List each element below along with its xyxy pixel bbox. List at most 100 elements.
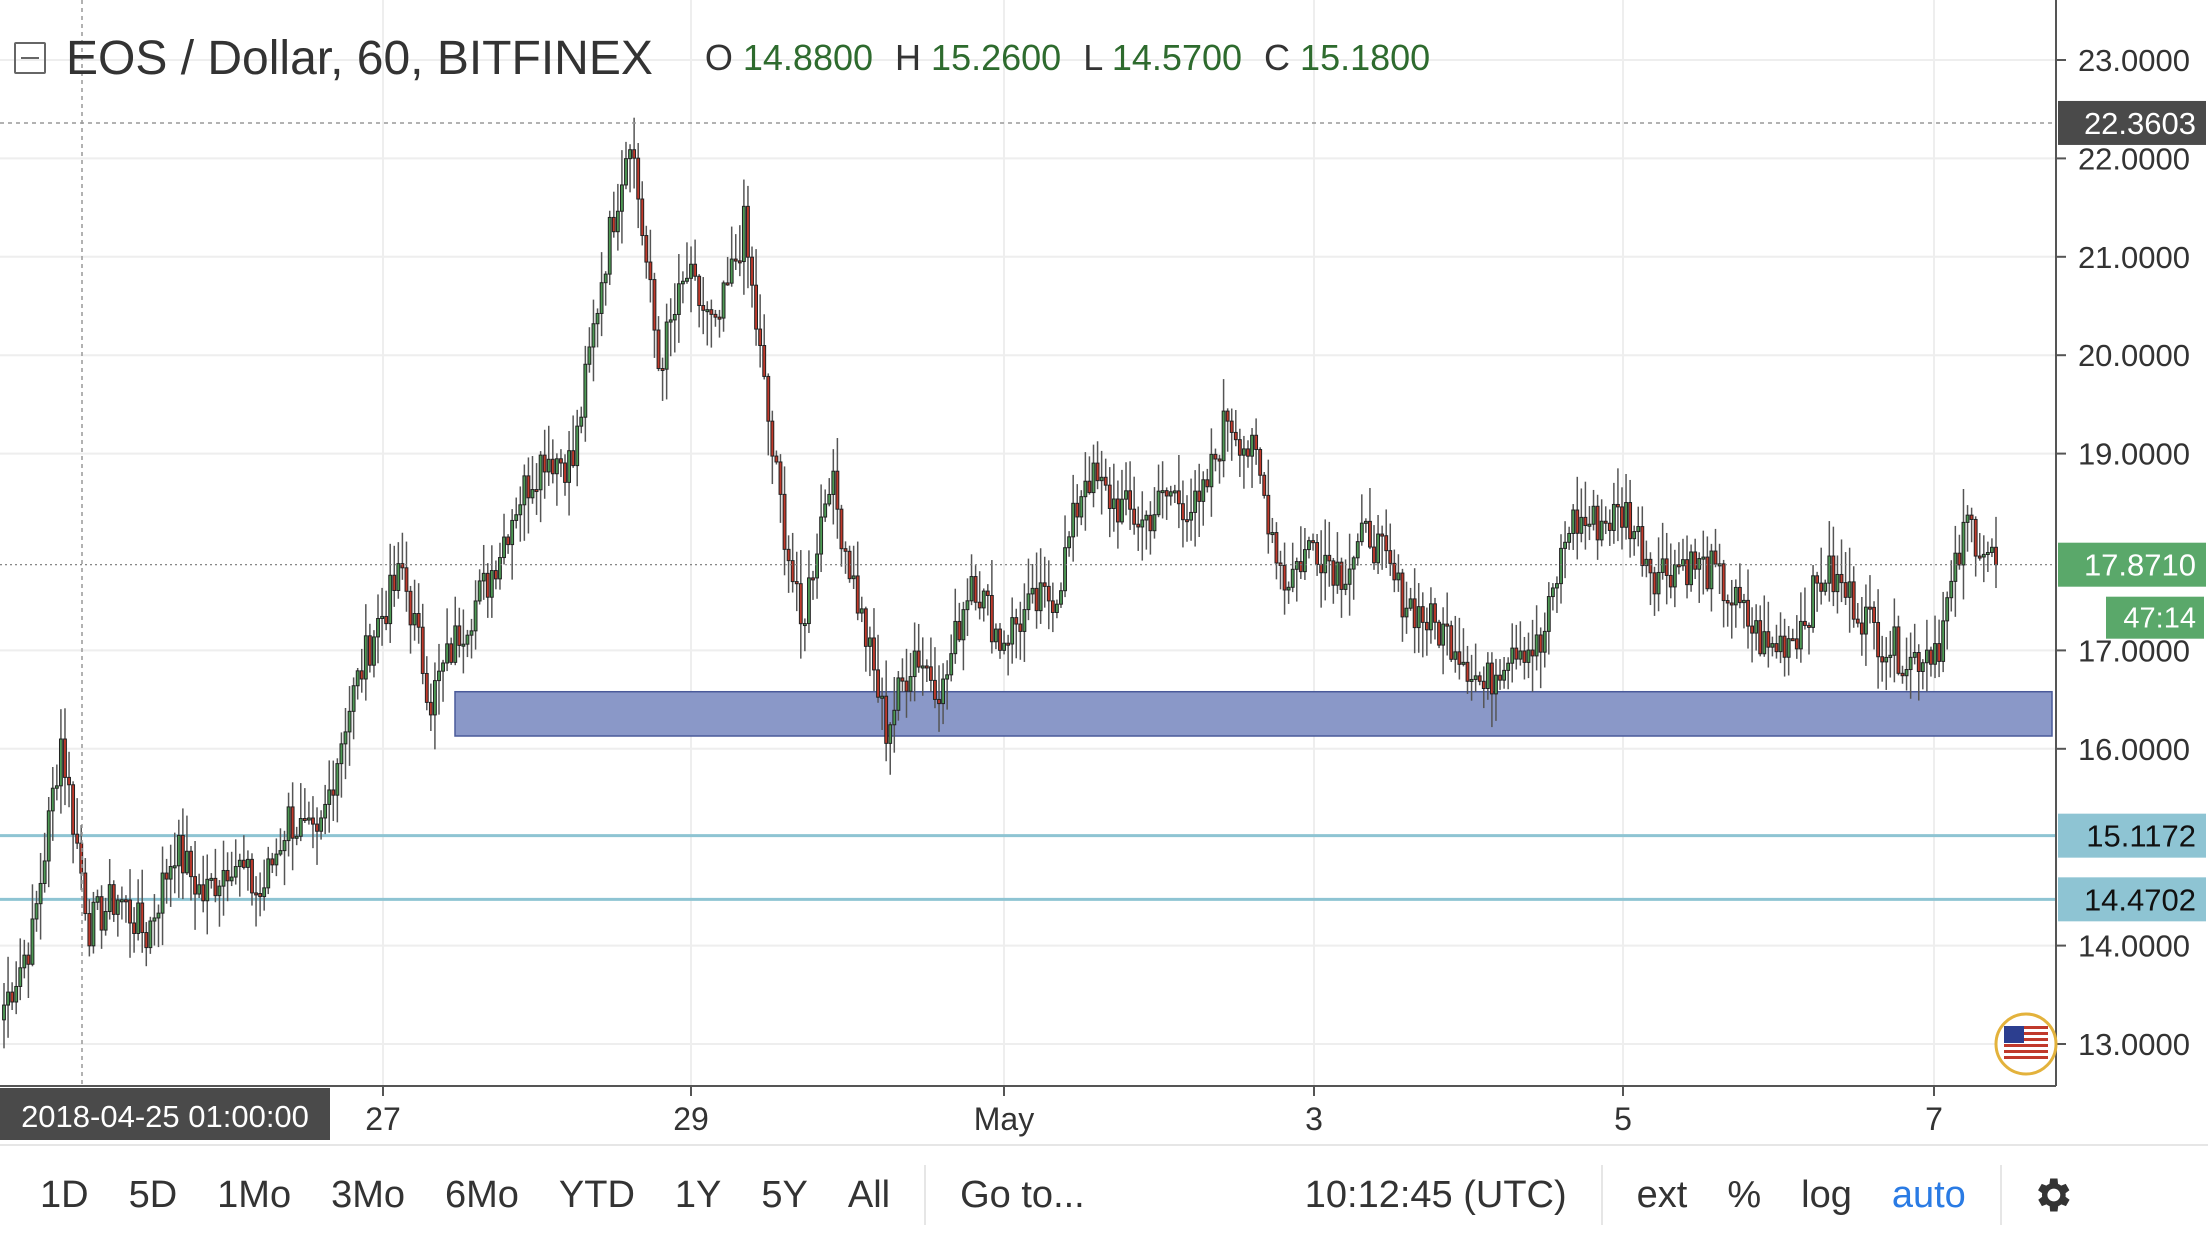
price-label: 21.0000 [2078, 240, 2190, 275]
candle [985, 584, 990, 616]
toolbar-divider [1999, 1165, 2002, 1225]
candle-body [933, 679, 937, 700]
price-chart[interactable]: 23.0000 22.0000 21.0000 20.0000 19.0000 17.00… [0, 0, 2208, 1140]
candle [1376, 515, 1380, 575]
candle [1522, 636, 1527, 680]
candle [559, 449, 563, 478]
candle [839, 504, 844, 567]
candle [1311, 533, 1315, 551]
candle-body [18, 967, 23, 987]
candle-body [1148, 514, 1153, 532]
candle [233, 839, 238, 885]
flag-canton [2004, 1026, 2024, 1043]
candle-body [1449, 625, 1454, 660]
candle [1924, 619, 1929, 692]
candle-body [1807, 624, 1811, 628]
candle [396, 542, 401, 599]
candle [518, 486, 523, 542]
range-1y-button[interactable]: 1Y [674, 1173, 722, 1216]
candle-body [1136, 523, 1141, 528]
candle [1213, 448, 1218, 472]
candle [1481, 666, 1486, 709]
candle-body [1298, 561, 1303, 573]
candle [1859, 596, 1864, 656]
candle-body [1428, 603, 1433, 631]
candle [1559, 534, 1563, 604]
candle-body [1628, 502, 1633, 540]
candle-body [274, 853, 279, 866]
candle-body [339, 743, 344, 765]
range-6mo-button[interactable]: 6Mo [445, 1173, 519, 1216]
candle-body [1002, 642, 1006, 651]
candle-body [1412, 598, 1417, 629]
candle-body [1689, 551, 1694, 586]
range-1d-button[interactable]: 1D [40, 1173, 89, 1216]
candle-body [1843, 582, 1848, 598]
log-toggle[interactable]: log [1801, 1173, 1852, 1216]
candle-body [1546, 596, 1551, 632]
candle-body [1103, 476, 1108, 486]
utc-clock[interactable]: 10:12:45 (UTC) [1304, 1173, 1567, 1216]
candle [1994, 516, 1998, 589]
candle [164, 858, 169, 904]
candle-body [709, 309, 714, 315]
chart-area[interactable]: 23.0000 22.0000 21.0000 20.0000 19.0000 17.00… [0, 0, 2208, 1140]
candle [746, 185, 750, 289]
candle-body [270, 858, 275, 866]
candle [237, 853, 242, 897]
candle-body [1355, 541, 1360, 559]
candle-body [111, 884, 116, 915]
candle [1916, 644, 1921, 701]
candle-body [648, 261, 653, 281]
candle [965, 578, 970, 636]
candle-body [628, 149, 632, 160]
candle-body [640, 198, 645, 237]
range-all-button[interactable]: All [847, 1173, 891, 1216]
auto-toggle[interactable]: auto [1891, 1173, 1966, 1216]
candle [624, 141, 628, 190]
candle [1384, 509, 1389, 569]
candle-body [420, 626, 425, 674]
candle [412, 579, 417, 641]
goto-button[interactable]: Go to... [960, 1173, 1085, 1216]
us-flag-icon[interactable] [1994, 1012, 2058, 1076]
candle-body [1392, 562, 1397, 581]
candle-body [1485, 662, 1490, 690]
symbol-title[interactable]: EOS / Dollar, 60, BITFINEX [66, 31, 653, 85]
candle [1359, 494, 1364, 546]
candle-body [1559, 547, 1563, 585]
candle [1616, 468, 1620, 542]
candle-body [306, 817, 311, 821]
range-3mo-button[interactable]: 3Mo [331, 1173, 405, 1216]
range-5y-button[interactable]: 5Y [761, 1173, 808, 1216]
percent-toggle[interactable]: % [1727, 1173, 1762, 1216]
candle [1851, 566, 1856, 628]
ext-toggle[interactable]: ext [1636, 1173, 1688, 1216]
range-1mo-button[interactable]: 1Mo [217, 1173, 292, 1216]
range-5d-button[interactable]: 5D [128, 1173, 178, 1216]
price-label: 14.0000 [2078, 929, 2190, 964]
gear-icon[interactable] [2030, 1173, 2074, 1217]
candle-body [1904, 669, 1909, 677]
candle-body [1896, 626, 1901, 674]
candle-body [298, 818, 303, 837]
candle [83, 858, 88, 921]
candle [453, 596, 458, 666]
candle [1660, 522, 1665, 580]
candle [1807, 622, 1811, 655]
range-ytd-button[interactable]: YTD [558, 1173, 635, 1216]
collapse-icon[interactable] [14, 42, 46, 74]
candle-body [713, 313, 718, 318]
candle-body [1803, 620, 1807, 626]
candle [599, 252, 604, 337]
candle [1168, 485, 1173, 506]
candle [1160, 461, 1165, 519]
candle [1835, 555, 1840, 614]
candle-body [294, 835, 299, 839]
candle [1542, 612, 1547, 668]
candle [1132, 476, 1137, 535]
candle-body [786, 548, 791, 562]
candle-body [453, 625, 458, 663]
candle [266, 846, 271, 895]
candle [981, 588, 986, 622]
